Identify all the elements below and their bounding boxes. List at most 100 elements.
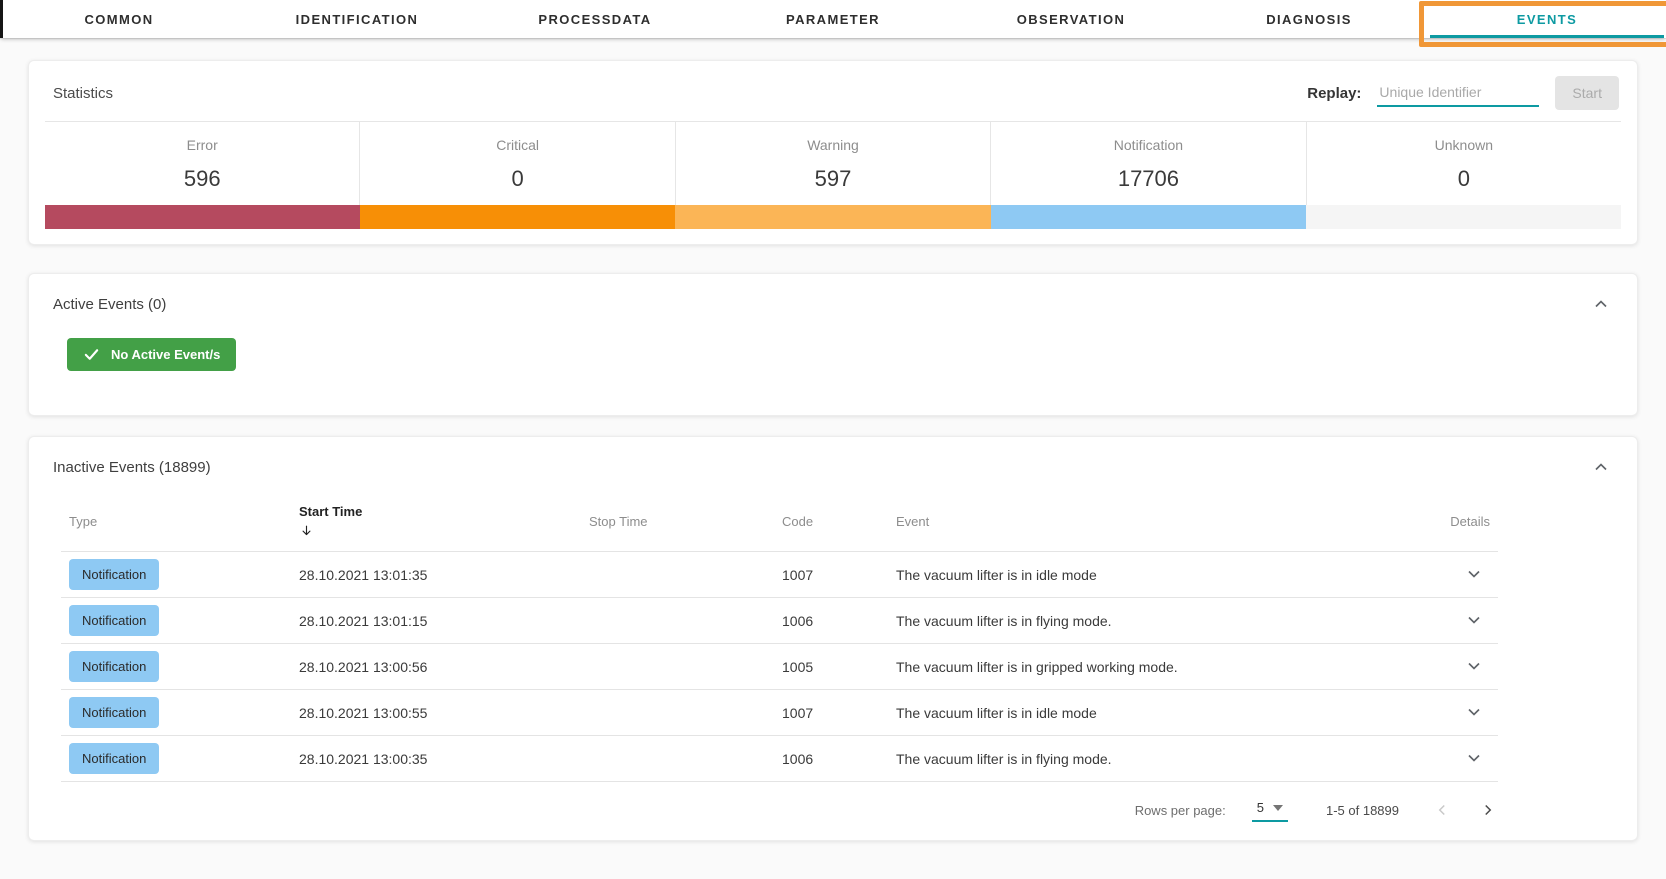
inactive-events-table: Type Start Time Stop Time Code Event Det… [61, 489, 1498, 782]
column-header-type[interactable]: Type [69, 513, 98, 529]
no-active-events-badge: No Active Event/s [67, 338, 237, 371]
chevron-down-icon [1464, 748, 1484, 768]
nav-tab[interactable]: EVENTS [1428, 0, 1666, 38]
stat-label: Error [186, 137, 218, 153]
statistics-header: Statistics Replay: Start [29, 61, 1637, 121]
nav-tab-label: PARAMETER [786, 11, 880, 27]
event-stop-time-cell [581, 551, 774, 598]
expand-details-button[interactable] [1462, 700, 1486, 724]
chevron-left-icon [1433, 801, 1451, 819]
event-code-cell: 1006 [774, 597, 888, 644]
nav-tab[interactable]: OBSERVATION [952, 0, 1190, 38]
expand-details-button[interactable] [1462, 654, 1486, 678]
active-events-title: Active Events (0) [53, 295, 167, 313]
stat-column: Notification 17706 [990, 122, 1305, 205]
top-tab-bar: COMMON IDENTIFICATION PROCESSDATA PARAME… [0, 0, 1666, 38]
inactive-events-collapse-button[interactable] [1587, 453, 1615, 481]
severity-bar-segment [990, 205, 1306, 229]
pagination-range-label: 1-5 of 18899 [1325, 802, 1399, 818]
event-description-cell: The vacuum lifter is in idle mode [888, 551, 1414, 598]
nav-tab-label: PROCESSDATA [538, 11, 652, 27]
event-details-cell [1414, 689, 1498, 736]
stat-column: Warning 597 [674, 122, 990, 205]
notification-type-badge: Notification [69, 651, 160, 682]
replay-start-button[interactable]: Start [1555, 76, 1619, 110]
event-start-time-cell: 28.10.2021 13:00:35 [291, 735, 581, 782]
column-header-event[interactable]: Event [896, 513, 930, 529]
column-header-code[interactable]: Code [782, 513, 814, 529]
statistics-grid: Error 596 Critical 0 Warning 597 Notific… [29, 122, 1637, 205]
event-type-cell: Notification [61, 735, 291, 782]
event-code-cell: 1007 [774, 689, 888, 736]
nav-tab-label: DIAGNOSIS [1266, 11, 1352, 27]
table-header-row: Type Start Time Stop Time Code Event Det… [61, 489, 1498, 552]
stat-column: Critical 0 [359, 122, 674, 205]
nav-tab[interactable]: DIAGNOSIS [1190, 0, 1428, 38]
event-table-row: Notification 28.10.2021 13:00:55 1007 Th… [61, 689, 1498, 736]
event-description-cell: The vacuum lifter is in flying mode. [888, 735, 1414, 782]
event-code-cell: 1007 [774, 551, 888, 598]
chevron-right-icon [1479, 801, 1497, 819]
chevron-down-icon [1464, 656, 1484, 676]
expand-details-button[interactable] [1462, 746, 1486, 770]
event-table-row: Notification 28.10.2021 13:01:15 1006 Th… [61, 597, 1498, 644]
event-details-cell [1414, 597, 1498, 644]
active-events-collapse-button[interactable] [1587, 290, 1615, 318]
event-stop-time-cell [581, 643, 774, 690]
stat-column: Error 596 [45, 122, 359, 205]
event-table-row: Notification 28.10.2021 13:00:56 1005 Th… [61, 643, 1498, 690]
expand-details-button[interactable] [1462, 562, 1486, 586]
nav-tab-label: COMMON [84, 11, 154, 27]
event-start-time-cell: 28.10.2021 13:01:35 [291, 551, 581, 598]
rows-per-page-select[interactable]: 5 [1251, 798, 1288, 822]
nav-tab[interactable]: IDENTIFICATION [238, 0, 476, 38]
event-description-cell: The vacuum lifter is in idle mode [888, 689, 1414, 736]
event-description-cell: The vacuum lifter is in gripped working … [888, 643, 1414, 690]
event-type-cell: Notification [61, 689, 291, 736]
nav-tab[interactable]: COMMON [0, 0, 238, 38]
statistics-card: Statistics Replay: Start Error 596 Criti… [28, 60, 1638, 245]
stat-value: 0 [511, 166, 524, 191]
notification-type-badge: Notification [69, 697, 160, 728]
stat-value: 596 [183, 166, 221, 191]
chevron-down-icon [1464, 564, 1484, 584]
notification-type-badge: Notification [69, 743, 160, 774]
replay-label: Replay: [1307, 84, 1362, 102]
event-type-cell: Notification [61, 643, 291, 690]
caret-down-icon [1272, 804, 1283, 811]
event-stop-time-cell [581, 597, 774, 644]
event-details-cell [1414, 551, 1498, 598]
previous-page-button[interactable] [1429, 797, 1455, 823]
stat-value: 597 [814, 166, 852, 191]
nav-tab-label: IDENTIFICATION [295, 11, 419, 27]
column-header-start-time[interactable]: Start Time [291, 489, 581, 552]
table-pagination: Rows per page: 5 1-5 of 18899 [29, 782, 1637, 840]
stat-label: Unknown [1434, 137, 1494, 153]
chevron-up-icon [1591, 457, 1611, 477]
page-content: Statistics Replay: Start Error 596 Criti… [0, 38, 1666, 841]
notification-type-badge: Notification [69, 605, 160, 636]
no-active-events-label: No Active Event/s [111, 346, 221, 362]
event-details-cell [1414, 643, 1498, 690]
replay-unique-identifier-input[interactable] [1377, 79, 1540, 107]
inactive-events-header: Inactive Events (18899) [29, 437, 1637, 489]
event-stop-time-cell [581, 735, 774, 782]
expand-details-button[interactable] [1462, 608, 1486, 632]
event-start-time-cell: 28.10.2021 13:00:55 [291, 689, 581, 736]
statistics-title: Statistics [53, 84, 114, 102]
column-header-details: Details [1450, 513, 1490, 529]
notification-type-badge: Notification [69, 559, 160, 590]
event-type-cell: Notification [61, 597, 291, 644]
column-header-start-time-label: Start Time [299, 504, 363, 519]
nav-tab[interactable]: PARAMETER [714, 0, 952, 38]
event-description-cell: The vacuum lifter is in flying mode. [888, 597, 1414, 644]
inactive-events-card: Inactive Events (18899) Type Start Time … [28, 436, 1638, 841]
active-events-header: Active Events (0) [29, 274, 1637, 326]
nav-tab[interactable]: PROCESSDATA [476, 0, 714, 38]
next-page-button[interactable] [1475, 797, 1501, 823]
event-start-time-cell: 28.10.2021 13:01:15 [291, 597, 581, 644]
active-events-card: Active Events (0) No Active Event/s [28, 273, 1638, 416]
nav-tab-label: EVENTS [1516, 11, 1578, 27]
column-header-stop-time[interactable]: Stop Time [589, 513, 648, 529]
stat-column: Unknown 0 [1305, 122, 1621, 205]
